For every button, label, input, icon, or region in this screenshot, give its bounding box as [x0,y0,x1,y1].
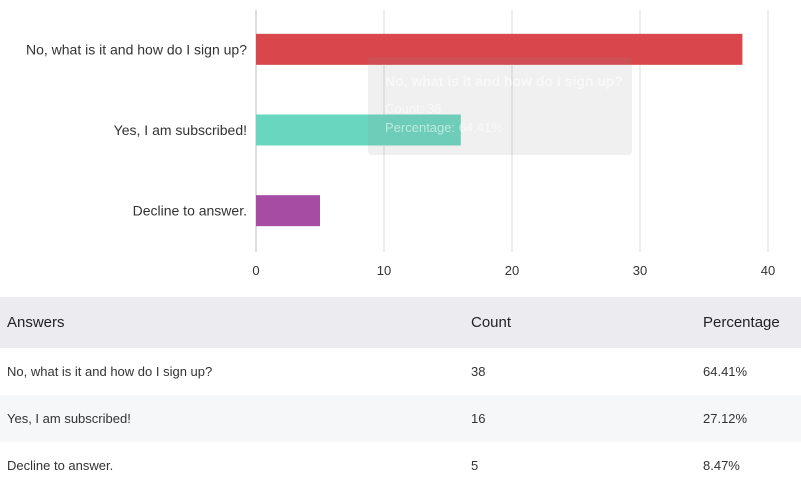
answer-cell: No, what is it and how do I sign up? [7,364,213,379]
x-tick-label: 40 [761,263,775,278]
results-table: Answers Count Percentage No, what is it … [0,297,801,489]
tooltip-percentage: Percentage: 64.41% [385,120,503,135]
table-header-row: Answers Count Percentage [0,297,801,348]
x-tick-label: 10 [377,263,391,278]
percentage-cell: 64.41% [703,364,748,379]
percentage-cell: 8.47% [703,458,740,473]
percentage-cell: 27.12% [703,411,748,426]
header-answers: Answers [7,314,65,331]
chart-tooltip: No, what is it and how do I sign up? Cou… [368,57,632,155]
table-row: Decline to answer. 5 8.47% [0,442,801,489]
tooltip-title: No, what is it and how do I sign up? [385,73,623,89]
bar [256,195,320,227]
category-label: No, what is it and how do I sign up? [26,41,247,57]
x-tick-label: 30 [633,263,647,278]
answer-cell: Decline to answer. [7,458,114,473]
category-label: Yes, I am subscribed! [114,122,247,138]
table-row: Yes, I am subscribed! 16 27.12% [0,395,801,442]
header-percentage: Percentage [703,314,780,331]
category-label: Decline to answer. [133,203,247,219]
count-cell: 16 [471,411,486,426]
header-count: Count [471,314,512,331]
bar-chart: 0 10 20 30 40 No, what is it and how do I sig… [26,10,775,278]
x-tick-label: 0 [252,263,259,278]
answer-cell: Yes, I am subscribed! [7,411,131,426]
bar-chart-svg: 0 10 20 30 40 No, what is it and how do I sig… [26,10,775,278]
count-cell: 5 [471,458,479,473]
count-cell: 38 [471,364,486,379]
bar [256,33,743,65]
x-tick-label: 20 [505,263,519,278]
tooltip-count: Count: 38 [385,101,442,116]
bar [256,114,461,146]
table-row: No, what is it and how do I sign up? 38 … [0,348,801,395]
